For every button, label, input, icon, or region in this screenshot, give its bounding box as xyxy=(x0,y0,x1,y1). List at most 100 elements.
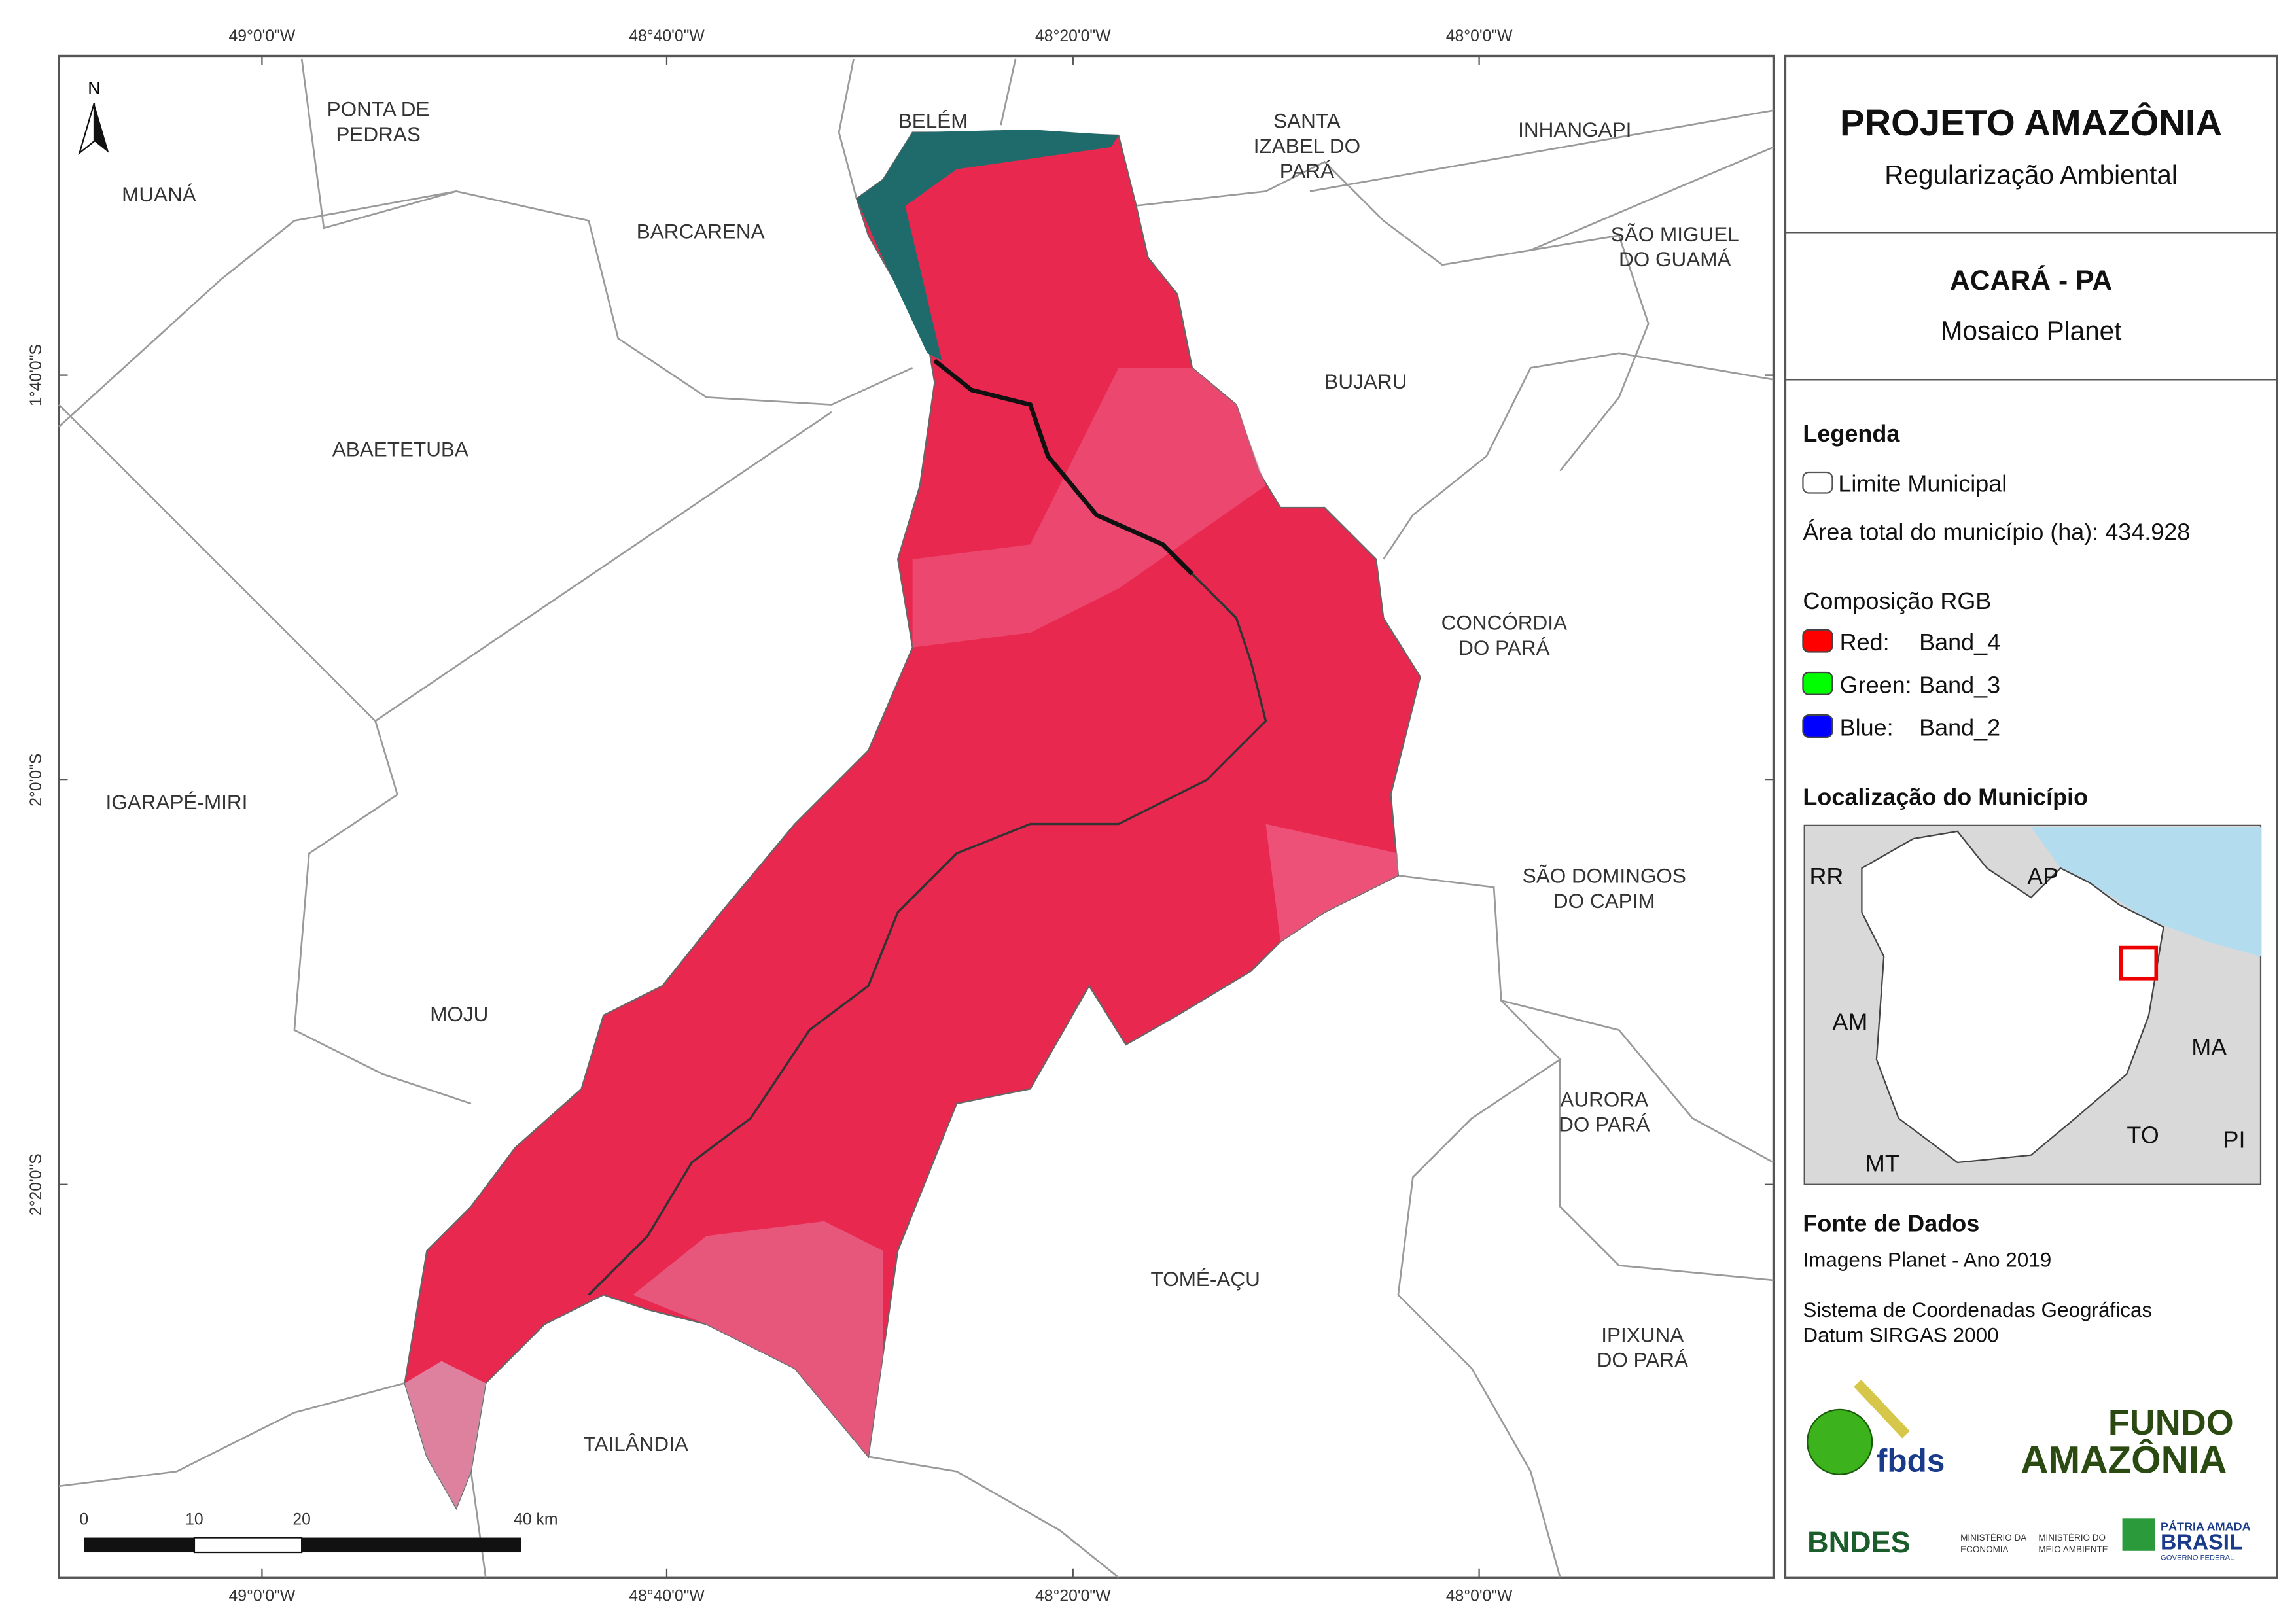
mosaic-tile xyxy=(1265,824,1398,942)
band-name: Band_4 xyxy=(1919,629,2000,655)
scale-segment xyxy=(302,1537,521,1553)
location-inset: RR AP AM MA TO PI MT xyxy=(1803,824,2262,1185)
brasil-text: GOVERNO FEDERAL xyxy=(2161,1554,2234,1562)
band-swatch xyxy=(1802,714,1833,739)
y-coordinate-label: 2°20'0"S xyxy=(27,1153,45,1215)
fbds-mark xyxy=(1853,1379,1910,1439)
x-coordinate-label: 49°0'0"W xyxy=(229,27,296,45)
north-arrow: N xyxy=(78,79,109,156)
band-label: Blue: xyxy=(1840,714,1894,741)
state-label: AP xyxy=(2027,863,2058,890)
scale-bar: 0 10 20 40 km xyxy=(79,1510,557,1554)
legend-swatch xyxy=(1802,471,1833,494)
municipality-label: PEDRAS xyxy=(336,122,420,146)
state-labels: RR AP AM MA TO PI MT xyxy=(1809,863,2245,1177)
municipality-label: SANTA xyxy=(1273,109,1341,133)
x-coordinate-label: 48°20'0"W xyxy=(1035,27,1111,45)
municipality-label: IPIXUNA xyxy=(1601,1323,1684,1346)
panel-frame xyxy=(1784,54,2278,1579)
boundaries xyxy=(58,58,1775,1579)
municipality-label: DO PARÁ xyxy=(1458,636,1549,659)
legend-item: Limite Municipal xyxy=(1838,470,2007,497)
municipality-label: IZABEL DO xyxy=(1254,134,1360,158)
legend-title: Legenda xyxy=(1803,420,1900,447)
legend-area: Área total do município (ha): 434.928 xyxy=(1803,519,2190,546)
state-label: RR xyxy=(1809,863,1843,890)
municipality-label: IGARAPÉ-MIRI xyxy=(105,790,247,814)
x-coordinate-label: 48°0'0"W xyxy=(1446,1587,1513,1605)
municipality-locator xyxy=(2119,945,2159,981)
municipality-label: SÃO MIGUEL xyxy=(1611,222,1739,246)
source-line: Datum SIRGAS 2000 xyxy=(1803,1323,1998,1346)
flag-mark xyxy=(2122,1518,2155,1551)
x-coordinate-label: 48°40'0"W xyxy=(629,27,705,45)
x-coordinate-label: 49°0'0"W xyxy=(229,1587,296,1605)
state-label: TO xyxy=(2127,1122,2159,1149)
scale-label: 10 xyxy=(185,1510,203,1528)
mosaic-tile xyxy=(633,1221,883,1457)
scale-segment xyxy=(193,1537,303,1554)
municipality-label: DO PARÁ xyxy=(1559,1113,1650,1136)
band-swatch xyxy=(1802,629,1833,653)
state-label: MA xyxy=(2191,1034,2227,1060)
municipality-label: BELÉM xyxy=(898,109,968,133)
x-coordinate-label: 48°40'0"W xyxy=(629,1587,705,1605)
y-coordinate-label: 1°40'0"S xyxy=(27,344,45,406)
municipality-label: SÃO DOMINGOS xyxy=(1523,864,1686,888)
north-arrow-left xyxy=(78,103,96,156)
scale-label: 0 xyxy=(79,1510,88,1528)
municipality-label: INHANGAPI xyxy=(1518,118,1631,141)
band-list: Red: Band_4 Green: Band_3 Blue: Band_2 xyxy=(1802,629,2000,741)
ministry-text: ECONOMIA xyxy=(1960,1544,2008,1554)
subtitle: Regularização Ambiental xyxy=(1884,160,2178,190)
ministry-text: MEIO AMBIENTE xyxy=(2038,1544,2108,1554)
band-name: Band_2 xyxy=(1919,714,2000,741)
scale-label: 40 km xyxy=(514,1510,557,1528)
logos: fbds FUNDO AMAZÔNIA BNDES MINISTÉRIO DA … xyxy=(1807,1379,2251,1562)
fbds-globe xyxy=(1807,1408,1873,1475)
bndes-text: BNDES xyxy=(1807,1526,1910,1559)
fundo-text: FUNDO xyxy=(2108,1403,2234,1442)
ministry-text: MINISTÉRIO DO xyxy=(2038,1533,2106,1543)
municipality-label: DO GUAMÁ xyxy=(1619,247,1731,271)
river xyxy=(933,358,1194,576)
x-coordinate-label: 48°20'0"W xyxy=(1035,1587,1111,1605)
north-label: N xyxy=(88,79,101,98)
ocean xyxy=(1957,827,2261,957)
para-state xyxy=(1861,830,2164,1164)
legend-rgb-title: Composição RGB xyxy=(1803,587,1991,614)
scale-label: 20 xyxy=(292,1510,311,1528)
river xyxy=(588,573,1267,1296)
mosaic-tile xyxy=(404,1361,486,1509)
fundo-text: AMAZÔNIA xyxy=(2021,1438,2227,1482)
source-line: Sistema de Coordenadas Geográficas xyxy=(1803,1298,2152,1321)
state-label: AM xyxy=(1832,1009,1867,1036)
ministry-text: MINISTÉRIO DA xyxy=(1960,1533,2026,1543)
municipality-label: BARCARENA xyxy=(637,219,765,243)
municipality-label: CONCÓRDIA xyxy=(1441,611,1567,635)
sources-title: Fonte de Dados xyxy=(1803,1210,1979,1237)
brasil-text: BRASIL xyxy=(2161,1530,2243,1555)
band-name: Band_3 xyxy=(1919,671,2000,698)
map-title: ACARÁ - PA xyxy=(1950,265,2112,296)
municipality-label: MUANÁ xyxy=(122,183,196,206)
municipality-label: DO PARÁ xyxy=(1597,1348,1688,1372)
x-coordinate-label: 48°0'0"W xyxy=(1446,27,1513,45)
fbds-text: fbds xyxy=(1877,1442,1945,1478)
municipality-label: PARÁ xyxy=(1280,159,1334,183)
state-label: PI xyxy=(2223,1126,2246,1153)
municipality-label: MOJU xyxy=(430,1002,488,1026)
band-label: Green: xyxy=(1840,671,1912,698)
municipality-label: DO CAPIM xyxy=(1553,889,1655,913)
municipality-label: PONTA DE xyxy=(327,97,430,121)
municipality-label: TAILÂNDIA xyxy=(584,1432,688,1456)
location-title: Localização do Município xyxy=(1803,783,2088,810)
side-panel: PROJETO AMAZÔNIA Regularização Ambiental… xyxy=(1784,54,2278,1579)
map-subtitle: Mosaico Planet xyxy=(1941,316,2122,346)
brasil-text: PÁTRIA AMADA xyxy=(2161,1519,2251,1533)
scale-segment xyxy=(84,1537,194,1553)
municipality-label: ABAETETUBA xyxy=(332,437,468,461)
